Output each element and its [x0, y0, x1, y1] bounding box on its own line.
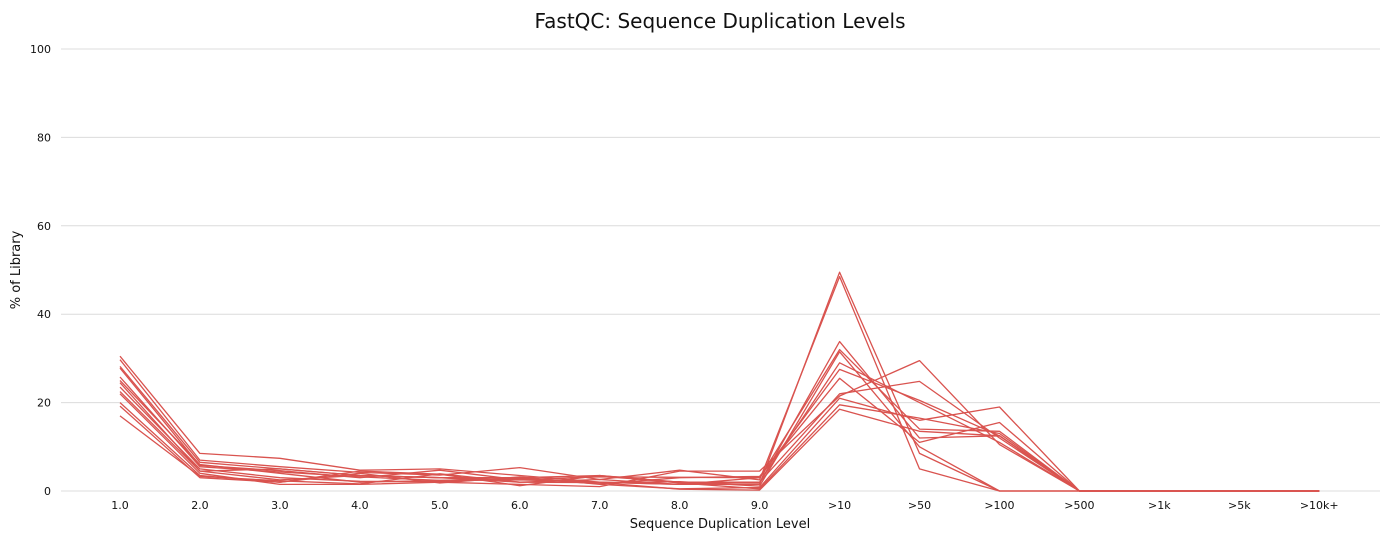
series-line-2 — [119, 275, 1320, 492]
x-tick-label: 3.0 — [271, 499, 289, 512]
chart-title: FastQC: Sequence Duplication Levels — [534, 9, 905, 33]
x-tick-label: 6.0 — [511, 499, 529, 512]
y-tick-label: 80 — [37, 131, 51, 144]
series-line-4 — [119, 348, 1320, 492]
x-tick-label: 5.0 — [431, 499, 449, 512]
x-tick-label: 1.0 — [111, 499, 129, 512]
y-tick-label: 100 — [30, 43, 51, 56]
series-lines — [119, 271, 1320, 492]
x-tick-label: >500 — [1064, 499, 1094, 512]
x-tick-label: 2.0 — [191, 499, 209, 512]
y-tick-label: 60 — [37, 220, 51, 233]
x-tick-label: >100 — [984, 499, 1014, 512]
series-line-6 — [119, 362, 1320, 492]
y-axis-label: % of Library — [9, 230, 24, 309]
y-axis-ticks: 0 20 40 60 80 100 — [30, 43, 51, 498]
series-line-8 — [119, 377, 1320, 492]
series-line-13 — [119, 408, 1320, 492]
x-tick-label: >10 — [828, 499, 851, 512]
x-axis-label: Sequence Duplication Level — [630, 517, 810, 532]
series-line-1 — [119, 271, 1320, 492]
x-tick-label: 8.0 — [671, 499, 689, 512]
x-tick-label: 9.0 — [751, 499, 769, 512]
y-tick-label: 20 — [37, 397, 51, 410]
x-tick-label: >10k+ — [1300, 499, 1339, 512]
y-tick-label: 0 — [44, 485, 51, 498]
x-axis-ticks: 1.0 2.0 3.0 4.0 5.0 6.0 7.0 8.0 9.0 >10 >50 >100 >50… — [111, 499, 1338, 512]
series-line-10 — [119, 359, 1320, 492]
x-tick-label: 4.0 — [351, 499, 369, 512]
x-tick-label: 7.0 — [591, 499, 609, 512]
gridlines — [61, 48, 1380, 492]
x-tick-label: >5k — [1228, 499, 1251, 512]
y-tick-label: 40 — [37, 308, 51, 321]
x-tick-label: >1k — [1148, 499, 1171, 512]
x-tick-label: >50 — [908, 499, 931, 512]
